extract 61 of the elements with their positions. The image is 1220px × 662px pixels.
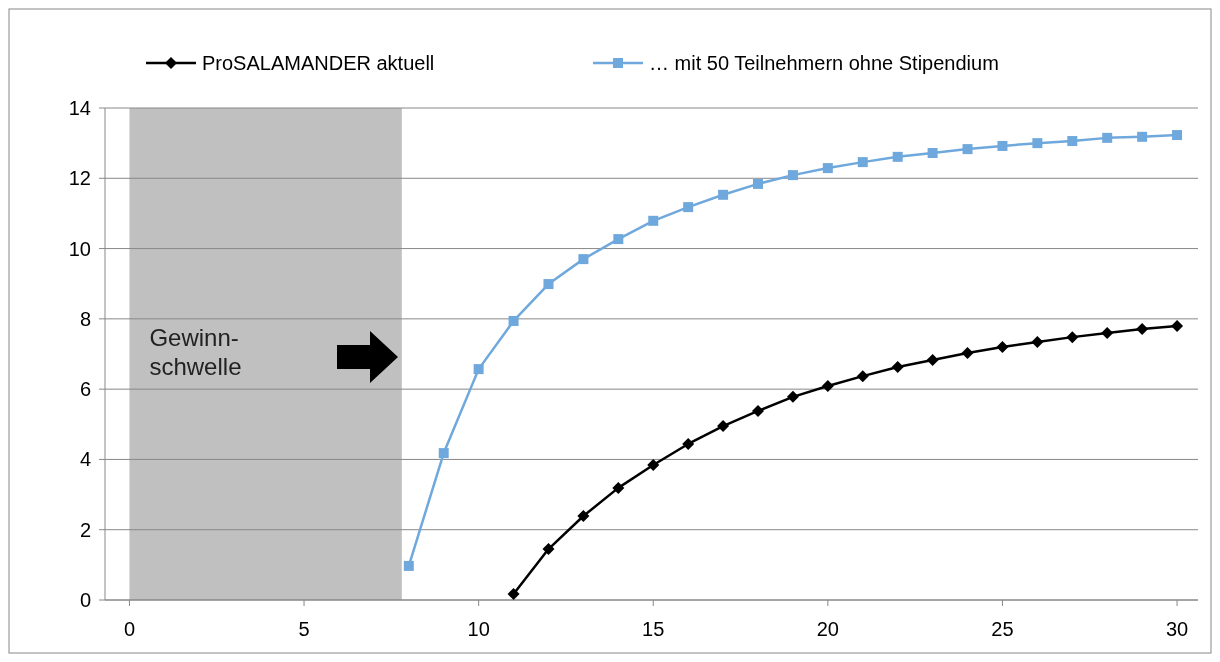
band-label: Gewinn- schwelle — [149, 324, 242, 380]
point — [473, 364, 484, 375]
y-tick-label: 4 — [79, 448, 91, 471]
x-tick-label: 20 — [816, 618, 839, 640]
point — [787, 170, 798, 181]
legend-label: … mit 50 Teilnehmern ohne Stipendium — [649, 52, 999, 74]
point — [613, 234, 624, 245]
point — [1032, 138, 1043, 149]
point — [996, 340, 1009, 353]
point — [822, 163, 833, 174]
x-tick-label: 5 — [298, 618, 310, 640]
point — [752, 404, 765, 417]
point — [1101, 326, 1114, 339]
y-tick-label: 10 — [68, 237, 91, 260]
point — [682, 437, 695, 450]
point — [648, 215, 659, 226]
point — [962, 144, 973, 155]
x-tick-label: 30 — [1165, 618, 1189, 640]
x-tick-label: 0 — [123, 618, 136, 640]
y-tick-label: 14 — [68, 97, 91, 119]
point — [403, 560, 414, 571]
point — [1137, 131, 1148, 142]
point — [438, 448, 449, 459]
y-tick-label: 2 — [79, 518, 91, 541]
point — [508, 315, 519, 326]
x-tick-label: 10 — [467, 618, 490, 640]
x-tick-label: 25 — [991, 618, 1014, 640]
point — [1067, 136, 1078, 147]
x-tick-label: 15 — [642, 618, 665, 640]
point — [753, 178, 764, 189]
point — [1102, 132, 1113, 143]
point — [507, 588, 520, 601]
point — [1171, 319, 1184, 332]
point — [892, 151, 903, 162]
legend-label: ProSALAMANDER aktuell — [202, 52, 435, 74]
point — [926, 353, 939, 366]
point — [612, 481, 625, 494]
y-tick-label: 6 — [79, 378, 91, 401]
point — [542, 543, 555, 556]
point — [718, 189, 729, 200]
point — [786, 390, 799, 403]
point — [1066, 331, 1079, 344]
point — [821, 379, 834, 392]
y-tick-label: 12 — [68, 167, 91, 190]
point — [856, 370, 869, 383]
point — [578, 254, 589, 265]
point — [647, 459, 660, 472]
y-tick-label: 8 — [79, 307, 91, 330]
point — [577, 510, 590, 523]
point — [997, 140, 1008, 151]
point — [927, 147, 938, 158]
point — [891, 361, 904, 373]
point — [857, 157, 868, 168]
point — [683, 202, 694, 213]
point — [1172, 130, 1183, 141]
y-tick-label: 0 — [79, 589, 91, 611]
point — [717, 420, 730, 433]
point — [543, 279, 554, 290]
point — [961, 346, 974, 359]
point — [1031, 336, 1044, 349]
point — [1136, 323, 1149, 336]
